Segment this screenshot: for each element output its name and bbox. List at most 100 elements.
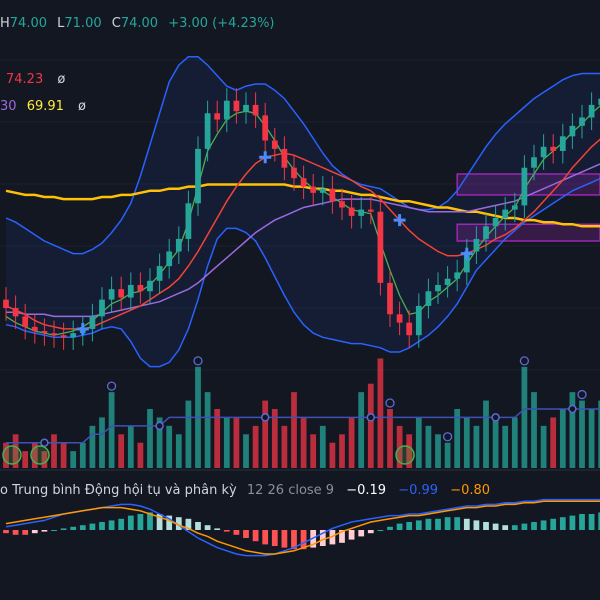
close-label: C [112,16,121,31]
macd-hist-bar [415,520,422,530]
volume-bar [271,409,278,468]
volume-bar [147,409,153,468]
volume-bar [415,417,422,468]
macd-hist-bar [559,517,566,530]
macd-signal-value: −0.99 [398,483,438,498]
ma-mid-line [5,138,600,330]
volume-bar [339,434,345,468]
f-marker-circle [2,445,22,465]
macd-hist-bar [492,523,499,530]
candle-body [31,326,38,332]
volume-bar [51,434,57,468]
macd-hist-bar [271,530,278,546]
volume-bar [435,434,441,468]
signal-cross [393,214,406,227]
macd-hist-bar [70,526,77,530]
candle-body [137,284,144,292]
candle-body [3,299,9,308]
volume-bar [12,434,19,468]
macd-hist-bar [262,530,269,545]
candle-body [319,188,326,193]
signal-cross [259,151,272,164]
volume-bar [406,434,413,468]
zone-rect [456,173,600,196]
indicator-2-value: 69.91 [27,99,64,114]
macd-hist-bar [367,530,374,534]
macd-hist-bar [166,515,173,530]
macd-hist-bar [89,523,96,530]
low-value: 71.00 [64,16,101,31]
macd-hist-bar [550,518,557,530]
volume-bar [492,417,499,468]
macd-hist-bar [233,530,240,535]
volume-bar [108,392,115,468]
candle-body [214,113,221,120]
macd-hist-bar [531,522,537,530]
volume-bar [540,425,547,468]
macd-hist-bar [108,520,115,530]
candle-body [271,140,278,149]
signal-cross [76,322,89,335]
macd-hist-bar [579,514,585,530]
candle-body [147,280,153,292]
eye-icon[interactable]: ø [78,99,86,114]
candle-body [339,201,345,208]
macd-hist-bar [483,522,489,530]
macd-hist-bar [358,530,365,537]
volume-bar [598,400,600,468]
macd-hist-bar [185,518,192,530]
candle-body [483,226,489,239]
volume-bar [281,425,288,468]
macd-hist-bar [300,530,307,550]
volume-peak-marker [106,381,117,391]
candle-body [531,157,537,168]
volume-peak-marker [519,356,530,366]
volume-bar [118,434,125,468]
candle-body [367,209,374,212]
volume-bar [531,392,537,468]
candle-body [588,104,595,118]
candle-body [12,308,19,317]
candle-body [329,188,336,202]
candle-body [550,146,557,151]
macd-hist-bar [281,530,288,548]
volume-bar [166,425,173,468]
volume-bar [387,409,393,468]
close-value: 74.00 [121,16,158,31]
eye-icon[interactable]: ø [57,72,65,87]
volume-bars [2,356,600,468]
f-marker-icon [395,445,415,465]
f-marker-icon [30,445,50,465]
volume-bar [70,451,77,468]
macd-hist-bar [435,518,441,530]
volume-ma-line [6,408,600,444]
volume-bar [319,425,326,468]
volume-bar [185,400,192,468]
candle-body [99,299,105,317]
candle-body [223,100,230,120]
candle-body [281,148,288,168]
macd-hist-value: −0.80 [450,483,490,498]
macd-signal-line [5,500,600,555]
bollinger-fill [6,56,600,367]
candle-body [243,104,249,112]
macd-hist-bar [540,520,547,530]
candle-body [108,289,115,300]
indicator-1-value: 74.23 [6,72,43,87]
candle-body [598,98,600,105]
macd-hist-bar [463,518,470,530]
candle-body [175,238,182,252]
macd-hist-bar [473,520,480,530]
macd-hist-bar [396,523,403,530]
candle-body [252,104,259,116]
macd-legend: o Trung bình Động hội tụ và phân kỳ 12 2… [0,483,490,498]
volume-cross-marker [491,413,500,422]
volume-bar [79,442,86,468]
candle-body [70,333,77,338]
candle-body [387,282,393,315]
candle-body [300,178,307,187]
volume-bar [252,425,259,468]
macd-hist-bar [598,512,600,530]
volume-bar [223,417,230,468]
